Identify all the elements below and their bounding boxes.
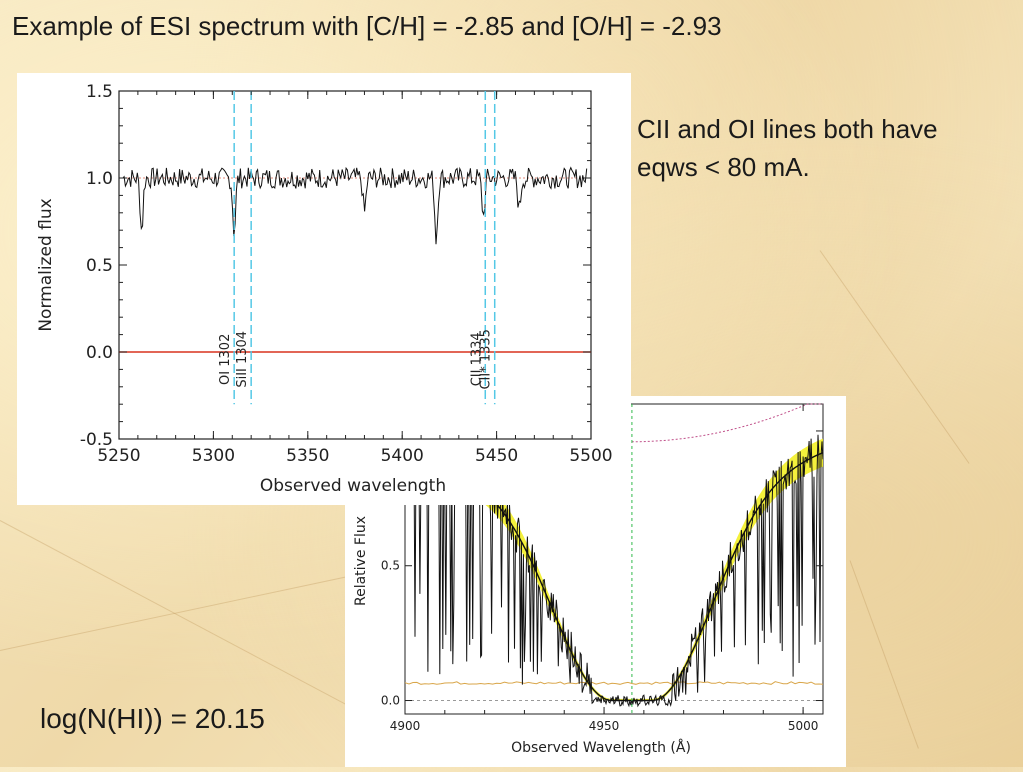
spectrum-series — [122, 166, 588, 245]
line-marker-label: SiII 1304 — [235, 331, 250, 388]
line-marker-label: CII* 1335 — [479, 329, 494, 389]
line-marker-label: CII 1334 — [469, 332, 484, 386]
y-tick-label: 1.5 — [86, 82, 113, 102]
x-axis-label: Observed wavelength — [260, 476, 446, 496]
x-tick-label: 5400 — [381, 446, 424, 466]
background-vein — [849, 560, 919, 749]
x-tick-label: 5000 — [788, 719, 819, 733]
y-axis-label: Normalized flux — [36, 198, 56, 331]
y-tick-label: 0.5 — [86, 256, 113, 276]
x-tick-label: 5450 — [475, 446, 518, 466]
line-marker: CII* 1335 — [479, 91, 496, 405]
x-tick-label: 5250 — [97, 446, 140, 466]
x-tick-label: 5500 — [569, 446, 612, 466]
plot-frame — [118, 90, 592, 440]
esi-spectrum-figure: OI 1302 SiII 1304 CII 1334 CII* 1335 5250 53… — [17, 73, 631, 505]
slide-caption: log(N(HI)) = 20.15 — [40, 703, 265, 734]
y-tick-label: -0.5 — [80, 430, 113, 450]
x-axis-label: Observed Wavelength (Å) — [511, 739, 691, 756]
line-marker-label: OI 1302 — [218, 334, 233, 385]
x-tick-label: 4900 — [390, 719, 421, 733]
y-axis-label: Relative Flux — [353, 516, 369, 606]
line-marker: OI 1302 — [218, 91, 235, 405]
x-tick-label: 5350 — [286, 446, 329, 466]
slide-note: CII and OI lines both have eqws < 80 mA. — [637, 114, 938, 182]
y-tick-label: 0.0 — [86, 343, 113, 363]
y-tick-label: 1.0 — [86, 169, 113, 189]
y-tick-label: 0.5 — [381, 559, 400, 573]
x-tick-label: 5300 — [192, 446, 235, 466]
line-marker: SiII 1304 — [235, 91, 252, 405]
y-tick-label: 0.0 — [381, 694, 400, 708]
background-vein — [0, 566, 392, 651]
slide-title: Example of ESI spectrum with [C/H] = -2.… — [12, 11, 722, 41]
line-marker: CII 1334 — [469, 91, 487, 405]
x-tick-label: 4950 — [589, 719, 620, 733]
error-curve — [404, 681, 824, 685]
